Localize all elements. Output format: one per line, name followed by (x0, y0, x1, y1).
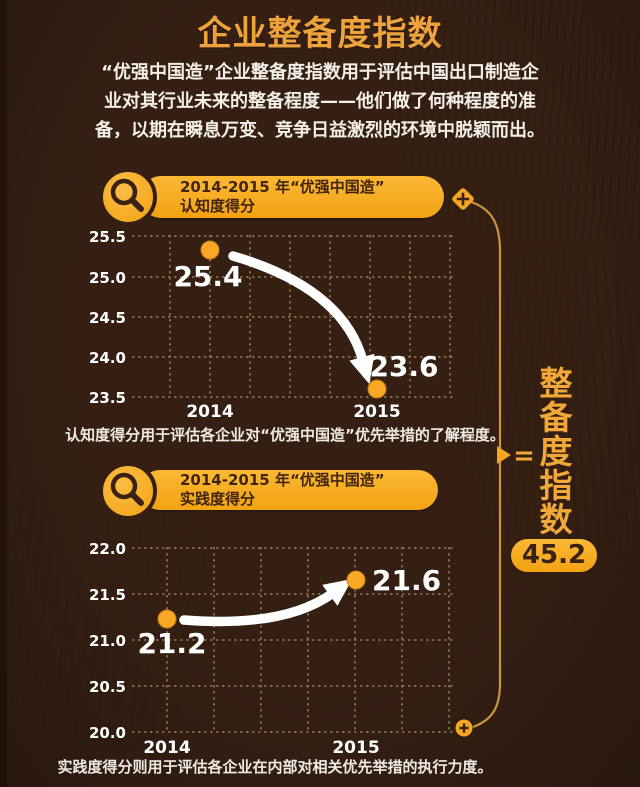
y-tick: 21.5 (89, 586, 126, 604)
bracket-arrow-icon (497, 446, 511, 464)
intro-paragraph: “优强中国造”企业整备度指数用于评估中国出口制造企 业对其行业未来的整备程度——… (60, 58, 580, 145)
plus-circle-icon (455, 719, 473, 737)
magnifier-glyph (110, 178, 144, 212)
value-label-2014: 25.4 (173, 260, 242, 293)
chart2-header-line2: 实践度得分 (180, 490, 256, 508)
readiness-index-value-badge: 45.2 (511, 539, 597, 572)
intro-line-2: 业对其行业未来的整备程度——他们做了何种程度的准 (104, 91, 536, 112)
value-label-2014: 21.2 (137, 627, 206, 660)
practice-score-chart: 22.0 21.5 21.0 20.5 20.0 21.2 21.6 2014 … (89, 540, 457, 758)
chart1-header-banner: 2014-2015 年“优强中国造” 认知度得分 (140, 176, 444, 218)
chart2-caption: 实践度得分则用于评估各企业在内部对相关优先举措的执行力度。 (57, 758, 493, 776)
intro-line-1: “优强中国造”企业整备度指数用于评估中国出口制造企 (101, 62, 539, 83)
value-label-2015: 21.6 (372, 564, 441, 597)
index-bracket: = (452, 188, 535, 737)
data-point-2014 (157, 609, 177, 629)
chart1-header-line1: 2014-2015 年“优强中国造” (180, 178, 385, 196)
chart1-x-axis: 2014 2015 (186, 402, 400, 422)
chart2-header-line1: 2014-2015 年“优强中国造” (180, 471, 385, 489)
y-tick: 20.5 (89, 678, 126, 696)
equals-sign: = (513, 441, 535, 471)
chart1-header-line2: 认知度得分 (180, 197, 256, 215)
readiness-index-label: 整备度指数 (534, 366, 573, 536)
downward-trend-arrow (228, 251, 375, 385)
x-tick-2015: 2015 (332, 738, 379, 758)
magnifier-glyph (110, 472, 144, 506)
data-point-2015 (367, 379, 387, 399)
y-tick: 20.0 (89, 724, 126, 742)
value-label-2015: 23.6 (369, 350, 438, 383)
chart2-header-banner: 2014-2015 年“优强中国造” 实践度得分 (140, 470, 438, 510)
chart2-y-axis: 22.0 21.5 21.0 20.5 20.0 (89, 540, 126, 742)
chart1-y-axis: 25.5 25.0 24.5 24.0 23.5 (89, 228, 126, 407)
magnifier-icon (99, 462, 157, 520)
x-tick-2014: 2014 (143, 738, 190, 758)
x-tick-2015: 2015 (353, 402, 400, 422)
awareness-score-chart: 25.5 25.0 24.5 24.0 23.5 25.4 23.6 2014 … (89, 228, 457, 422)
data-point-2014 (200, 240, 220, 260)
chart2-x-axis: 2014 2015 (143, 738, 379, 758)
data-point-2015 (346, 570, 366, 590)
intro-line-3: 备，以期在瞬息万变、竞争日益激烈的环境中脱颖而出。 (95, 120, 545, 141)
x-tick-2014: 2014 (186, 402, 233, 422)
y-tick: 21.0 (89, 632, 126, 650)
y-tick: 23.5 (89, 389, 126, 407)
chart2-grid (132, 547, 457, 733)
chart1-grid (132, 235, 457, 398)
bracket-curve (470, 200, 502, 729)
upward-trend-arrow (179, 578, 353, 627)
magnifier-icon (99, 168, 157, 226)
y-tick: 25.5 (89, 228, 126, 246)
y-tick: 25.0 (89, 269, 126, 287)
y-tick: 24.0 (89, 349, 126, 367)
y-tick: 24.5 (89, 309, 126, 327)
y-tick: 22.0 (89, 540, 126, 558)
page-title: 企业整备度指数 (197, 14, 443, 54)
chart1-caption: 认知度得分用于评估各企业对“优强中国造”优先举措的了解程度。 (65, 426, 505, 444)
plus-diamond-icon (452, 188, 474, 210)
